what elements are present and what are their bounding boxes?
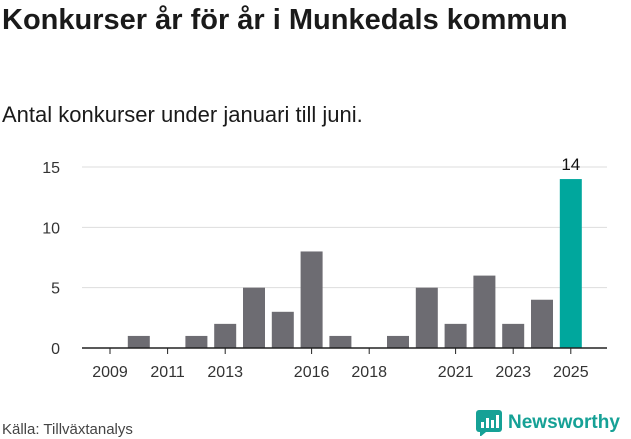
bar-2020: [415, 287, 438, 348]
x-tick-label: 2021: [438, 364, 474, 381]
bar-2022: [473, 275, 496, 348]
x-tick-label: 2009: [92, 364, 128, 381]
bar-2015: [271, 311, 294, 348]
chart-title: Konkurser år för år i Munkedals kommun: [2, 4, 568, 36]
bar-2024: [531, 299, 553, 348]
bar-chart: 0 5 10 15 2009 2011 2013 2016 2018 2021 2023 2025 14: [42, 155, 607, 381]
source-note: Källa: Tillväxtanalys: [2, 421, 133, 438]
bar-2016: [300, 251, 323, 348]
y-tick-label: 5: [51, 281, 60, 298]
bar-2013: [214, 323, 237, 348]
chart-subtitle: Antal konkurser under januari till juni.: [2, 102, 363, 127]
newsworthy-logo-icon: [476, 410, 502, 436]
newsworthy-brand[interactable]: Newsworthy: [476, 408, 620, 438]
y-tick-label: 15: [42, 160, 60, 177]
brand-name: Newsworthy: [508, 412, 620, 433]
bar-2017: [329, 335, 352, 348]
x-tick-label: 2018: [351, 364, 387, 381]
bar-2025: [559, 179, 582, 348]
x-tick-label: 2016: [294, 364, 330, 381]
data-label-2025: 14: [561, 155, 580, 174]
bar-2010: [127, 335, 150, 348]
x-tick-label: 2025: [553, 364, 589, 381]
bar-2019: [387, 335, 409, 348]
bar-2021: [444, 323, 467, 348]
bar-2012: [185, 335, 208, 348]
y-tick-label: 0: [51, 341, 60, 358]
x-tick-label: 2023: [495, 364, 531, 381]
bar-2014: [243, 287, 265, 348]
x-tick-label: 2011: [150, 364, 185, 381]
x-tick-label: 2013: [207, 364, 243, 381]
bar-2023: [502, 323, 525, 348]
y-tick-label: 10: [42, 220, 60, 237]
